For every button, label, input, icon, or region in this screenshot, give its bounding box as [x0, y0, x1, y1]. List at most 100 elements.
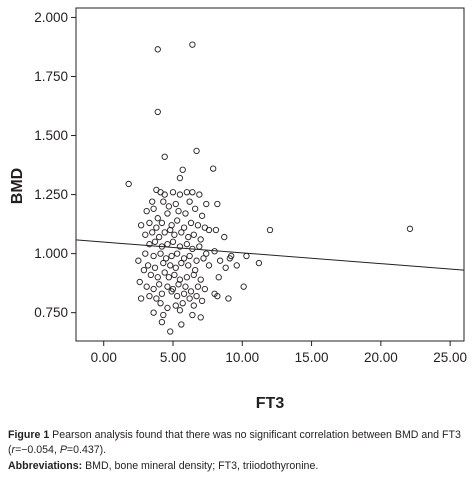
data-point: [164, 210, 171, 217]
data-point: [221, 233, 228, 241]
data-point: [193, 257, 200, 264]
data-point: [155, 233, 163, 241]
data-point: [151, 238, 159, 245]
x-tick-label: 20.00: [364, 350, 398, 365]
data-point: [190, 271, 197, 279]
x-tick-label: 5.00: [160, 350, 186, 365]
x-tick-label: 25.00: [433, 350, 467, 365]
data-point: [178, 259, 185, 267]
data-point: [176, 243, 184, 250]
data-point: [160, 198, 167, 205]
data-point: [189, 41, 196, 48]
data-point: [175, 207, 182, 215]
data-point: [197, 276, 204, 283]
data-point: [174, 292, 181, 300]
data-point: [161, 269, 168, 276]
abbreviations-text: BMD, bone mineral density; FT3, triiodot…: [82, 460, 319, 472]
data-point: [146, 219, 153, 227]
data-point: [180, 290, 188, 297]
data-point: [197, 236, 204, 243]
stat-p-value: =0.437).: [66, 444, 107, 456]
data-point: [167, 262, 174, 269]
data-point: [183, 274, 191, 281]
data-point: [406, 225, 414, 232]
data-point: [174, 250, 181, 257]
y-tick-label: 1.000: [34, 246, 68, 261]
caption-text: Pearson analysis found that there was no…: [8, 429, 461, 456]
data-point: [179, 166, 186, 173]
data-point: [178, 321, 185, 328]
data-point: [187, 288, 195, 295]
y-tick-label: 2.000: [34, 10, 68, 25]
data-point: [150, 252, 157, 260]
y-axis: 0.750 1.000 1.250 1.500 1.750 2.000: [34, 10, 76, 320]
data-point: [153, 224, 160, 231]
data-point: [142, 250, 149, 257]
data-point: [140, 266, 148, 274]
data-point: [201, 285, 209, 293]
data-point: [203, 250, 210, 257]
data-point: [158, 318, 166, 326]
data-point: [205, 262, 213, 269]
data-point: [216, 257, 224, 264]
data-point: [143, 283, 150, 290]
data-point: [187, 219, 195, 227]
data-point: [266, 226, 274, 234]
data-point: [190, 302, 197, 309]
data-point: [198, 297, 206, 305]
data-point: [186, 295, 193, 302]
data-point: [180, 224, 188, 231]
data-point: [158, 290, 166, 297]
data-point: [164, 283, 171, 290]
data-point: [196, 191, 203, 198]
data-point: [169, 238, 177, 245]
y-axis-title: BMD: [9, 168, 26, 204]
data-point: [200, 255, 207, 262]
x-tick-label: 10.00: [225, 350, 259, 365]
data-point: [137, 222, 145, 229]
data-point: [136, 278, 143, 286]
data-point: [168, 288, 175, 295]
figure-caption: Figure 1 Pearson analysis found that the…: [8, 428, 470, 458]
data-point: [147, 271, 154, 279]
data-point: [225, 295, 232, 302]
data-points: [125, 41, 414, 335]
data-point: [150, 309, 157, 316]
data-point: [151, 264, 159, 271]
data-point: [142, 231, 149, 238]
x-axis-title: FT3: [256, 395, 285, 412]
data-point: [160, 259, 167, 267]
data-point: [150, 205, 157, 212]
abbreviations-label: Abbreviations:: [8, 460, 83, 472]
data-point: [182, 283, 189, 290]
data-point: [171, 271, 178, 279]
data-point: [185, 262, 192, 269]
scatter-plot: 0.750 1.000 1.250 1.500 1.750 2.000 0.00 5.00 1…: [9, 7, 467, 412]
data-point: [153, 295, 160, 302]
data-point: [192, 205, 199, 212]
data-point: [198, 212, 206, 219]
data-point: [176, 191, 184, 198]
data-point: [144, 262, 152, 269]
data-point: [135, 257, 142, 264]
plot-frame: [75, 7, 465, 342]
data-point: [164, 304, 171, 312]
y-tick-label: 1.500: [34, 128, 68, 143]
data-point: [172, 302, 179, 309]
figure-label: Figure 1: [8, 429, 50, 441]
data-point: [169, 189, 177, 196]
data-point: [215, 274, 222, 281]
data-point: [185, 233, 192, 241]
data-point: [212, 226, 220, 234]
data-point: [167, 226, 174, 234]
data-point: [160, 311, 167, 319]
data-point: [222, 264, 229, 271]
data-point: [165, 203, 172, 210]
y-tick-label: 1.750: [34, 69, 68, 84]
data-point: [178, 229, 185, 236]
data-point: [194, 222, 202, 229]
data-point: [161, 229, 168, 236]
data-point: [167, 328, 174, 335]
data-point: [149, 229, 156, 236]
data-point: [214, 200, 221, 208]
